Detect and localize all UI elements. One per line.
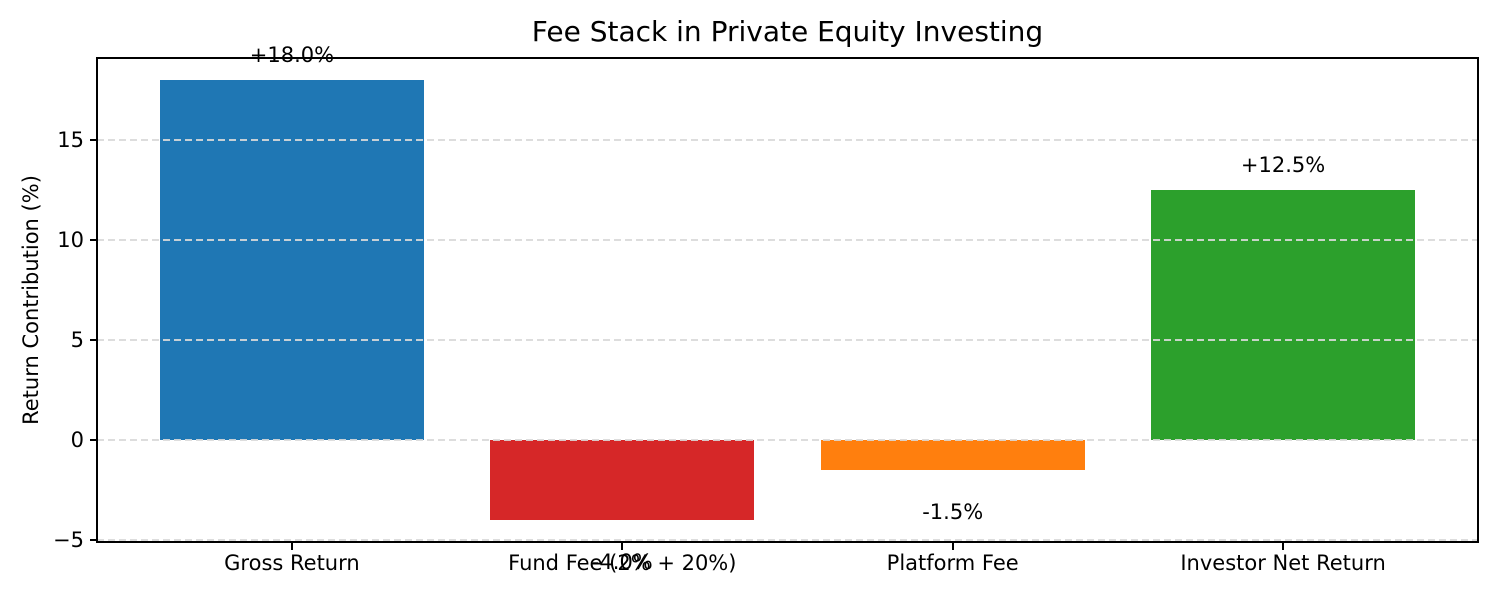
y-tick-mark bbox=[90, 539, 97, 541]
bar-value-label: -4.0% bbox=[591, 550, 653, 574]
bar-0 bbox=[159, 80, 425, 440]
x-tick-label: Gross Return bbox=[224, 551, 360, 575]
y-tick-mark bbox=[90, 339, 97, 341]
y-tick-label: 0 bbox=[70, 428, 84, 452]
x-tick-mark bbox=[290, 543, 293, 550]
y-tick-mark bbox=[90, 139, 97, 141]
gridline bbox=[97, 539, 1478, 541]
bar-value-label: +18.0% bbox=[249, 43, 335, 67]
y-axis-label: Return Contribution (%) bbox=[19, 175, 43, 425]
bar-value-label: -1.5% bbox=[922, 500, 984, 524]
x-tick-label: Platform Fee bbox=[886, 551, 1019, 575]
x-tick-mark bbox=[1282, 543, 1285, 550]
x-tick-mark bbox=[621, 543, 624, 550]
bar-3 bbox=[1150, 190, 1416, 440]
y-tick-label: 15 bbox=[57, 128, 84, 152]
y-tick-label: 10 bbox=[57, 228, 84, 252]
y-tick-label: 5 bbox=[70, 328, 84, 352]
y-tick-mark bbox=[90, 239, 97, 241]
bar-1 bbox=[490, 440, 755, 520]
y-tick-mark bbox=[90, 439, 97, 441]
x-tick-label: Investor Net Return bbox=[1180, 551, 1386, 575]
x-tick-label: Fund Fee (2% + 20%) bbox=[508, 551, 737, 575]
chart-title: Fee Stack in Private Equity Investing bbox=[531, 15, 1044, 48]
bar-value-label: +12.5% bbox=[1240, 153, 1326, 177]
y-tick-label: −5 bbox=[53, 528, 84, 552]
x-tick-mark bbox=[951, 543, 954, 550]
bar-2 bbox=[820, 440, 1085, 470]
